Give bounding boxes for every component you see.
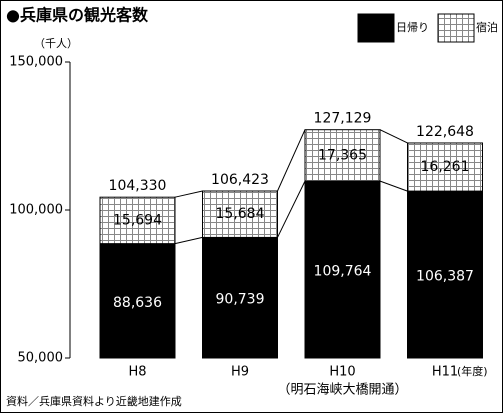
value-label: 15,694 bbox=[113, 212, 162, 228]
bar-segment bbox=[407, 142, 483, 192]
x-tick-label: H9 bbox=[231, 365, 249, 380]
category-annotation: （明石海峡大橋開通） bbox=[277, 383, 407, 398]
y-tick-label: 150,000 bbox=[9, 55, 63, 70]
value-label: 90,739 bbox=[216, 292, 265, 308]
total-label: 127,129 bbox=[314, 111, 372, 127]
total-label: 104,330 bbox=[109, 178, 167, 194]
connector-line bbox=[277, 180, 306, 238]
bar-segment bbox=[99, 243, 176, 359]
bar-segment bbox=[99, 196, 176, 245]
bar-segment bbox=[304, 180, 381, 359]
bar-segment bbox=[407, 190, 483, 359]
y-tick-label: 50,000 bbox=[18, 351, 64, 366]
x-tick-label: H11 bbox=[432, 365, 458, 380]
connector-line bbox=[379, 129, 408, 144]
connector-line bbox=[277, 129, 306, 192]
chart-title: ●兵庫県の観光客数 bbox=[6, 6, 149, 25]
total-label: 106,423 bbox=[211, 172, 269, 188]
connector-line bbox=[174, 190, 203, 198]
total-label: 122,648 bbox=[416, 124, 474, 140]
legend-swatch bbox=[437, 13, 475, 43]
x-tick-label: H8 bbox=[128, 365, 146, 380]
bar-segment bbox=[202, 190, 278, 238]
bar-segment bbox=[304, 129, 381, 182]
source-note: 資料／兵庫県資料より近畿地建作成 bbox=[6, 394, 182, 408]
legend-label: 宿泊 bbox=[476, 20, 498, 34]
connector-line bbox=[379, 180, 408, 192]
value-label: 106,387 bbox=[416, 269, 474, 285]
value-label: 109,764 bbox=[314, 264, 372, 280]
value-label: 15,684 bbox=[216, 206, 265, 222]
category-annotation: (年度) bbox=[457, 364, 488, 378]
value-label: 17,365 bbox=[318, 147, 367, 163]
bar-segment bbox=[202, 236, 278, 359]
legend-label: 日帰り bbox=[396, 21, 429, 34]
y-tick-label: 100,000 bbox=[9, 203, 63, 218]
y-axis-label: （千人） bbox=[34, 37, 78, 50]
value-label: 88,636 bbox=[113, 295, 162, 311]
legend-swatch bbox=[357, 13, 395, 43]
x-tick-label: H10 bbox=[329, 365, 355, 380]
connector-line bbox=[174, 236, 203, 245]
value-label: 16,261 bbox=[421, 159, 470, 175]
